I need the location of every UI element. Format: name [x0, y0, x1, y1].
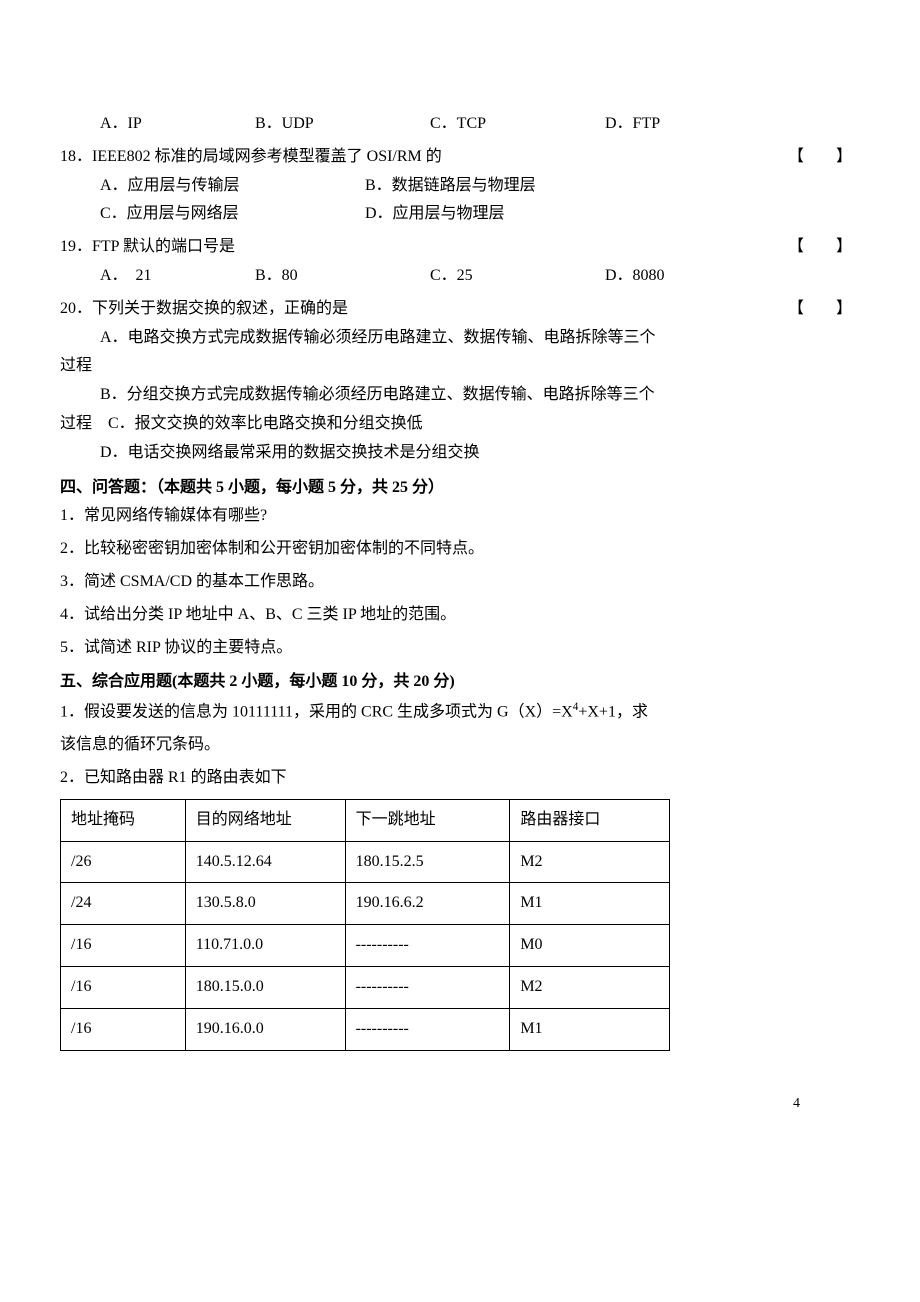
s4-q5: 5．试简述 RIP 协议的主要特点。 — [60, 634, 860, 663]
question-stem: 18．IEEE802 标准的局域网参考模型覆盖了 OSI/RM 的 — [60, 143, 442, 172]
table-cell: /24 — [61, 883, 186, 925]
option-a: A．应用层与传输层 — [100, 172, 365, 201]
option-a-cont: 过程 — [60, 352, 860, 381]
routing-table: 地址掩码 目的网络地址 下一跳地址 路由器接口 /26140.5.12.6418… — [60, 799, 670, 1051]
s4-q2: 2．比较秘密密钥加密体制和公开密钥加密体制的不同特点。 — [60, 535, 860, 564]
table-cell: 110.71.0.0 — [185, 925, 345, 967]
options-block: A．应用层与传输层 B．数据链路层与物理层 C．应用层与网络层 D．应用层与物理… — [60, 172, 860, 230]
answer-bracket: 【 】 — [788, 233, 860, 262]
table-cell: 140.5.12.64 — [185, 841, 345, 883]
table-row: /24130.5.8.0190.16.6.2M1 — [61, 883, 670, 925]
option-a: A．IP — [100, 110, 255, 139]
table-row: /16110.71.0.0----------M0 — [61, 925, 670, 967]
options-row: A． 21 B．80 C．25 D．8080 — [60, 262, 860, 291]
option-d: D．应用层与物理层 — [365, 200, 505, 229]
th-dest: 目的网络地址 — [185, 799, 345, 841]
option-b: B．80 — [255, 262, 430, 291]
question-18: 18．IEEE802 标准的局域网参考模型覆盖了 OSI/RM 的 【 】 A．… — [60, 143, 860, 229]
option-b: B．UDP — [255, 110, 430, 139]
table-cell: 190.16.0.0 — [185, 1008, 345, 1050]
answer-bracket: 【 】 — [788, 143, 860, 172]
option-a-line: A．电路交换方式完成数据传输必须经历电路建立、数据传输、电路拆除等三个 — [60, 324, 860, 353]
section-5-title: 五、综合应用题(本题共 2 小题，每小题 10 分，共 20 分) — [60, 668, 860, 697]
question-stem: 19．FTP 默认的端口号是 — [60, 233, 235, 262]
option-b-line: B．分组交换方式完成数据传输必须经历电路建立、数据传输、电路拆除等三个 — [60, 381, 860, 410]
table-cell: 180.15.0.0 — [185, 967, 345, 1009]
options-row: A．IP B．UDP C．TCP D．FTP — [60, 110, 860, 139]
question-17-options: A．IP B．UDP C．TCP D．FTP — [60, 110, 860, 139]
option-c: C．应用层与网络层 — [100, 200, 365, 229]
option-d: D．FTP — [605, 110, 660, 139]
table-cell: M2 — [510, 841, 670, 883]
table-row: /26140.5.12.64180.15.2.5M2 — [61, 841, 670, 883]
s5-q1-line1: 1．假设要发送的信息为 10111111，采用的 CRC 生成多项式为 G（X）… — [60, 697, 860, 727]
s5-q1-text1: 1．假设要发送的信息为 10111111，采用的 CRC 生成多项式为 G（X）… — [60, 703, 573, 720]
table-header-row: 地址掩码 目的网络地址 下一跳地址 路由器接口 — [61, 799, 670, 841]
option-c: C．TCP — [430, 110, 605, 139]
question-stem: 20．下列关于数据交换的叙述，正确的是 — [60, 295, 348, 324]
option-b: B．数据链路层与物理层 — [365, 172, 536, 201]
table-cell: 130.5.8.0 — [185, 883, 345, 925]
table-cell: /26 — [61, 841, 186, 883]
option-d: D．8080 — [605, 262, 665, 291]
table-cell: M0 — [510, 925, 670, 967]
answer-bracket: 【 】 — [788, 295, 860, 324]
table-cell: /16 — [61, 967, 186, 1009]
table-cell: ---------- — [345, 925, 510, 967]
table-row: /16180.15.0.0----------M2 — [61, 967, 670, 1009]
option-bc-line: 过程 C．报文交换的效率比电路交换和分组交换低 — [60, 410, 860, 439]
table-head: 地址掩码 目的网络地址 下一跳地址 路由器接口 — [61, 799, 670, 841]
table-cell: /16 — [61, 1008, 186, 1050]
table-cell: 180.15.2.5 — [345, 841, 510, 883]
table-cell: ---------- — [345, 967, 510, 1009]
question-19: 19．FTP 默认的端口号是 【 】 A． 21 B．80 C．25 D．808… — [60, 233, 860, 291]
table-cell: M2 — [510, 967, 670, 1009]
s5-q1-text2: +X+1，求 — [578, 703, 648, 720]
table-row: /16190.16.0.0----------M1 — [61, 1008, 670, 1050]
option-c: C．25 — [430, 262, 605, 291]
question-20: 20．下列关于数据交换的叙述，正确的是 【 】 A．电路交换方式完成数据传输必须… — [60, 295, 860, 468]
s5-q1-line2: 该信息的循环冗条码。 — [60, 731, 860, 760]
th-iface: 路由器接口 — [510, 799, 670, 841]
s4-q4: 4．试给出分类 IP 地址中 A、B、C 三类 IP 地址的范围。 — [60, 601, 860, 630]
question-stem-line: 18．IEEE802 标准的局域网参考模型覆盖了 OSI/RM 的 【 】 — [60, 143, 860, 172]
section-4-title: 四、问答题：（本题共 5 小题，每小题 5 分，共 25 分） — [60, 474, 860, 503]
s4-q1: 1．常见网络传输媒体有哪些? — [60, 502, 860, 531]
th-nexthop: 下一跳地址 — [345, 799, 510, 841]
th-mask: 地址掩码 — [61, 799, 186, 841]
options-row: A．应用层与传输层 B．数据链路层与物理层 — [100, 172, 860, 201]
table-body: /26140.5.12.64180.15.2.5M2/24130.5.8.019… — [61, 841, 670, 1050]
option-d-line: D．电话交换网络最常采用的数据交换技术是分组交换 — [60, 439, 860, 468]
question-stem-line: 20．下列关于数据交换的叙述，正确的是 【 】 — [60, 295, 860, 324]
question-stem-line: 19．FTP 默认的端口号是 【 】 — [60, 233, 860, 262]
option-a: A． 21 — [100, 262, 255, 291]
s5-q2: 2．已知路由器 R1 的路由表如下 — [60, 764, 860, 793]
table-cell: M1 — [510, 1008, 670, 1050]
options-row: C．应用层与网络层 D．应用层与物理层 — [100, 200, 860, 229]
table-cell: M1 — [510, 883, 670, 925]
s4-q3: 3．简述 CSMA/CD 的基本工作思路。 — [60, 568, 860, 597]
page-number: 4 — [60, 1091, 860, 1116]
table-cell: ---------- — [345, 1008, 510, 1050]
table-cell: /16 — [61, 925, 186, 967]
table-cell: 190.16.6.2 — [345, 883, 510, 925]
